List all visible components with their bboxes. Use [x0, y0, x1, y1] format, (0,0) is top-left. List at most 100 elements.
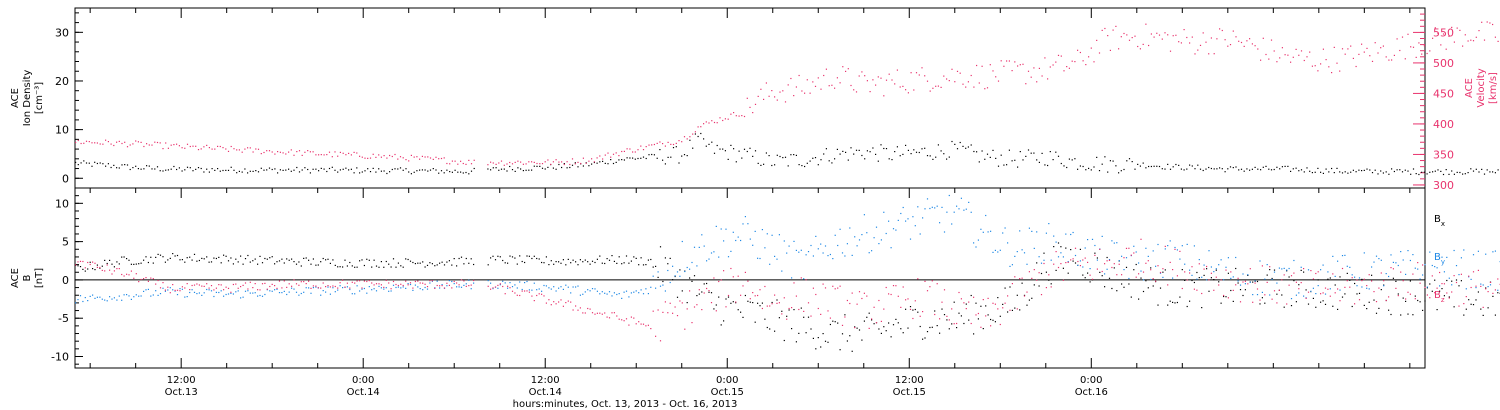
velocity-series-point: [383, 155, 385, 157]
velocity-series-point: [99, 143, 101, 145]
bx-series-point: [225, 255, 227, 257]
velocity-series-point: [1344, 53, 1346, 55]
bx-series-point: [511, 256, 514, 258]
density-series-point: [915, 151, 918, 153]
bx-series-point: [417, 262, 419, 264]
by-series-point: [601, 291, 603, 293]
by-series-point: [1155, 265, 1157, 267]
bx-series-point: [572, 259, 574, 261]
velocity-series-point: [1251, 43, 1253, 45]
density-series-point: [514, 170, 516, 172]
by-series-point: [104, 299, 106, 301]
velocity-series-point: [1303, 59, 1305, 62]
bz-series-point: [208, 287, 210, 289]
bz-series-point: [1135, 276, 1137, 278]
by-series-point: [766, 233, 768, 235]
bx-series-point: [858, 329, 861, 331]
by-series-point: [931, 206, 933, 208]
density-series-point: [257, 171, 260, 173]
bx-series-point: [152, 262, 154, 264]
by-series-point: [1028, 227, 1030, 229]
bz-series-point: [1060, 263, 1062, 265]
velocity-series-point: [244, 148, 246, 150]
by-series-point: [327, 286, 329, 288]
by-series-point: [92, 294, 94, 296]
bx-series-point: [1307, 303, 1310, 305]
velocity-series-point: [741, 115, 743, 117]
bx-series-point: [1152, 285, 1154, 287]
velocity-series-point: [978, 82, 980, 84]
density-series-point: [765, 152, 767, 154]
density-series-point: [271, 168, 273, 171]
velocity-series-point: [236, 149, 238, 151]
velocity-series-point: [1041, 75, 1043, 77]
bx-series-point: [1002, 303, 1004, 305]
bx-series-point: [1215, 269, 1217, 271]
velocity-series-point: [1374, 42, 1376, 44]
by-series-point: [616, 293, 618, 296]
by-series-point: [1142, 279, 1145, 281]
velocity-series-point: [238, 149, 240, 151]
by-series-point: [1169, 240, 1171, 242]
density-series-point: [1178, 164, 1180, 166]
bz-series-point: [713, 277, 715, 279]
bx-series-point: [104, 259, 106, 261]
density-series-point: [1393, 170, 1395, 173]
bz-series-point: [439, 285, 441, 287]
velocity-series-point: [672, 143, 675, 146]
by-series-point: [1106, 268, 1108, 270]
bz-series-point: [1468, 275, 1470, 277]
bx-series-point: [723, 320, 725, 322]
density-series-point: [768, 155, 770, 157]
density-series-point: [787, 165, 789, 167]
velocity-series-point: [457, 163, 459, 165]
by-series-point: [1077, 264, 1079, 266]
bx-series-point: [706, 282, 708, 285]
velocity-series-point: [877, 76, 879, 78]
bz-series-point: [155, 283, 157, 285]
velocity-axis-label: [km/s]: [1488, 72, 1499, 104]
density-series-point: [1060, 162, 1062, 165]
bz-series-point: [672, 312, 674, 314]
velocity-series-point: [1079, 51, 1081, 54]
by-series-point: [599, 293, 601, 295]
density-series-point: [1243, 170, 1245, 172]
bx-series-point: [749, 301, 751, 303]
density-series-point: [948, 156, 950, 158]
bx-series-point: [1315, 306, 1317, 308]
bx-series-point: [679, 269, 681, 271]
bx-series-point: [1446, 279, 1448, 282]
density-series-point: [1047, 164, 1049, 167]
bz-series-point: [1417, 262, 1419, 264]
density-series-point: [1265, 165, 1267, 167]
bz-series-point: [841, 324, 844, 326]
bx-series-point: [215, 257, 217, 260]
bz-series-point: [159, 287, 162, 289]
bz-series-point: [970, 322, 972, 325]
bx-series-point: [640, 257, 642, 259]
bx-series-point: [771, 301, 773, 304]
bz-series-point: [235, 283, 237, 285]
bx-series-point: [1016, 294, 1018, 296]
velocity-series-point: [656, 142, 658, 144]
velocity-series-point: [1183, 29, 1185, 31]
velocity-series-point: [1205, 41, 1207, 43]
density-series-point: [1096, 156, 1098, 158]
bx-series-point: [1169, 300, 1171, 302]
bx-series-point: [230, 257, 232, 259]
density-series-point: [880, 144, 882, 146]
density-series-point: [596, 162, 598, 164]
velocity-series-point: [812, 81, 814, 83]
bx-series-point: [987, 314, 989, 316]
by-series-point: [329, 293, 331, 295]
bx-series-point: [1351, 305, 1353, 308]
bz-series-point: [628, 324, 630, 326]
velocity-series-point: [296, 151, 298, 153]
bx-series-point: [1322, 300, 1324, 302]
by-series-point: [291, 287, 293, 289]
bx-series-point: [169, 257, 171, 259]
density-series-point: [910, 153, 912, 155]
by-series-point: [645, 288, 647, 290]
bx-series-point: [504, 262, 506, 264]
density-series-point: [429, 169, 432, 171]
